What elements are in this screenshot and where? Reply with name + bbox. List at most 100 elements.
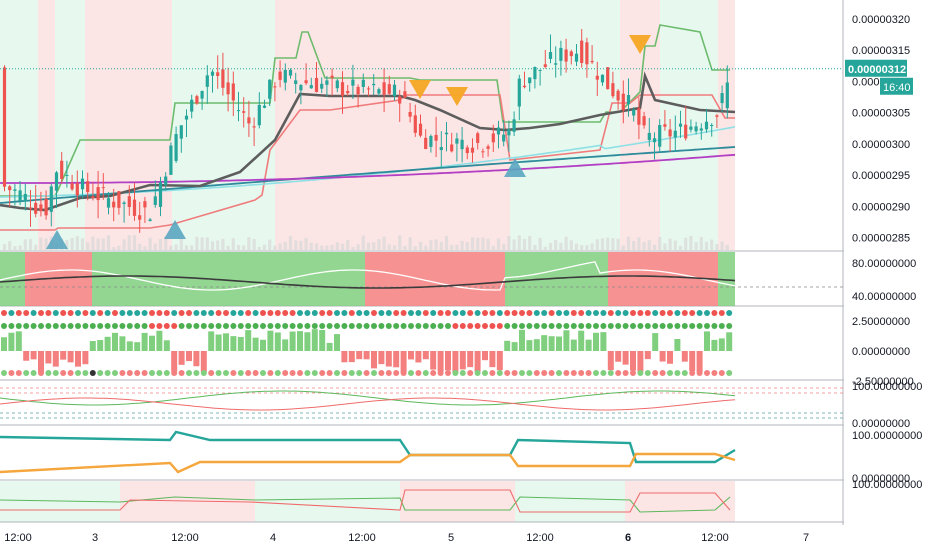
dmi-lines-pane[interactable] xyxy=(0,430,736,474)
candle xyxy=(538,69,542,71)
volume-bar xyxy=(8,241,12,250)
signal-dot xyxy=(385,310,392,316)
signal-dot xyxy=(726,310,733,316)
signal-dot xyxy=(171,370,178,376)
volume-bar xyxy=(101,238,105,250)
candle xyxy=(502,134,506,142)
signal-dot xyxy=(607,310,614,316)
signal-dot xyxy=(541,310,548,316)
volume-bar xyxy=(75,236,79,250)
histogram-bar xyxy=(200,351,207,373)
oscillator-region xyxy=(365,252,400,306)
volume-bar xyxy=(444,235,449,250)
signal-dot xyxy=(504,370,511,376)
rsi-tick-label: 100.00000000 xyxy=(852,381,922,393)
candle xyxy=(725,82,729,109)
candle xyxy=(554,63,558,65)
candle xyxy=(236,110,241,112)
bottom-red-line xyxy=(0,489,731,513)
signal-dot xyxy=(630,323,636,329)
signal-dot xyxy=(60,370,67,376)
candle xyxy=(28,207,33,209)
signal-dot xyxy=(674,370,681,376)
bottom-lines-pane[interactable] xyxy=(0,489,731,513)
volume-bar xyxy=(580,245,584,250)
candle xyxy=(8,186,12,191)
signal-dot xyxy=(30,310,37,316)
signal-dot xyxy=(667,310,673,316)
volume-bar xyxy=(663,243,667,250)
candle xyxy=(60,160,64,179)
signal-dot xyxy=(430,323,437,329)
signal-dot xyxy=(400,310,407,316)
signal-dot xyxy=(52,310,59,316)
signal-dot xyxy=(171,310,178,316)
histogram-bar xyxy=(445,351,451,371)
histogram-bar xyxy=(245,330,252,351)
time-tick-label: 5 xyxy=(448,532,454,544)
histogram-bar xyxy=(334,334,340,351)
volume-bar xyxy=(486,238,490,250)
signal-dot xyxy=(556,310,562,316)
histogram-bar xyxy=(570,339,577,351)
signal-dot xyxy=(230,310,237,316)
signal-dot xyxy=(186,370,192,376)
histogram-tick-label: 0.00000000 xyxy=(852,346,910,358)
candle xyxy=(23,193,27,202)
candle xyxy=(195,96,199,104)
volume-bar xyxy=(585,245,589,250)
candle xyxy=(465,147,469,154)
signal-dot xyxy=(718,310,725,316)
signal-dot xyxy=(519,370,525,376)
signal-dot xyxy=(289,310,296,316)
signal-dot xyxy=(97,370,104,376)
volume-bar xyxy=(574,243,579,250)
histogram-bar xyxy=(67,351,74,363)
volume-bar xyxy=(127,235,131,250)
signal-dot xyxy=(437,323,444,329)
candle xyxy=(278,71,282,80)
oscillator-region xyxy=(158,252,365,306)
signal-dot xyxy=(126,323,133,329)
time-tick-label: 12:00 xyxy=(526,532,554,544)
signal-dot xyxy=(519,310,525,316)
histogram-bar xyxy=(171,351,178,372)
candle xyxy=(720,93,724,104)
dmi-tick-label: 100.00000000 xyxy=(852,430,922,442)
signal-dot xyxy=(149,310,155,316)
volume-bar xyxy=(668,238,672,250)
volume-bar xyxy=(44,238,48,250)
rsi-lines-pane[interactable] xyxy=(0,387,843,419)
signal-dot xyxy=(681,370,688,376)
oscillator-pane[interactable] xyxy=(0,252,843,306)
signal-dot xyxy=(585,323,592,329)
histogram-bar xyxy=(348,351,355,363)
candle xyxy=(476,133,480,143)
candle xyxy=(517,78,521,107)
signal-dot xyxy=(659,370,666,376)
price-pane[interactable] xyxy=(0,24,843,250)
signal-dot xyxy=(371,323,377,329)
signal-dot xyxy=(622,370,629,376)
candle xyxy=(221,69,225,88)
candle xyxy=(569,51,573,57)
signal-dot xyxy=(526,323,533,329)
histogram-bar xyxy=(274,332,281,351)
candle xyxy=(210,71,215,76)
dots-histogram-pane[interactable] xyxy=(1,310,733,376)
volume-bar xyxy=(522,238,527,250)
signal-dot xyxy=(600,370,607,376)
volume-bar xyxy=(543,246,547,250)
histogram-bar xyxy=(252,337,259,351)
candle xyxy=(444,132,449,135)
candle xyxy=(678,123,683,127)
signal-dot xyxy=(119,370,126,376)
volume-bar xyxy=(512,239,516,250)
signal-dot xyxy=(252,323,259,329)
candle xyxy=(169,145,173,175)
dmi-minus-line xyxy=(0,452,736,474)
trend-region xyxy=(625,481,735,522)
signal-dot xyxy=(319,323,326,329)
